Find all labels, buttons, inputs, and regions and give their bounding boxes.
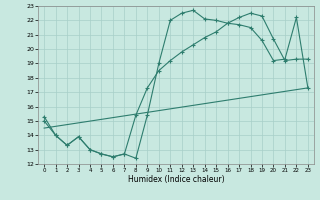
X-axis label: Humidex (Indice chaleur): Humidex (Indice chaleur): [128, 175, 224, 184]
